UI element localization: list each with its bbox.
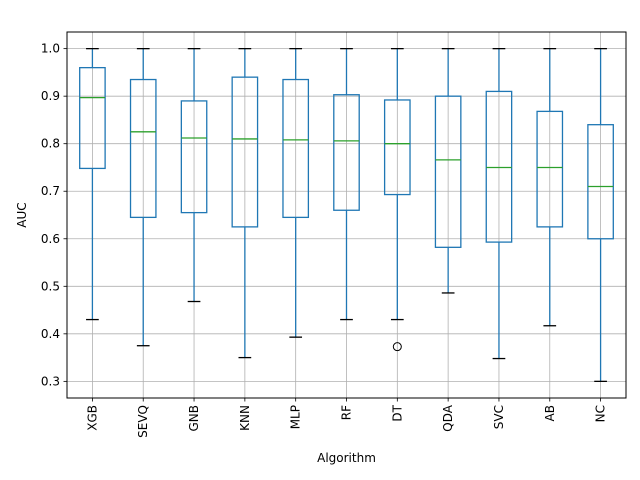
x-tick-label: MLP [289, 405, 303, 429]
iqr-box [231, 76, 259, 228]
box-mlp [282, 47, 310, 338]
x-tick-label: SEVQ [136, 405, 150, 438]
y-axis: 0.3 0.4 0.5 0.6 0.7 0.8 0.9 1.0 [41, 42, 67, 388]
box-knn [231, 47, 259, 359]
y-tick-label: 0.7 [41, 184, 60, 198]
box-xgb [79, 47, 106, 321]
x-tick-label: AB [543, 405, 557, 421]
y-tick-label: 0.3 [41, 374, 60, 388]
x-axis-label: Algorithm [317, 451, 376, 465]
y-tick-label: 0.9 [41, 89, 60, 103]
y-tick-label: 0.6 [41, 232, 60, 246]
iqr-box [383, 99, 411, 196]
x-axis: XGB SEVQ GNB KNN MLP RF DT QDA SVC AB NC [85, 398, 608, 438]
y-axis-label: AUC [15, 202, 29, 227]
outlier-point [392, 342, 402, 352]
iqr-box [129, 78, 157, 219]
boxes [79, 47, 614, 383]
iqr-box [434, 95, 462, 248]
box-qda [434, 47, 462, 294]
iqr-box [333, 94, 360, 211]
x-tick-label: DT [390, 404, 404, 421]
y-tick-label: 0.5 [41, 279, 60, 293]
box-svc [485, 47, 513, 360]
x-tick-label: QDA [441, 404, 455, 431]
iqr-box [536, 110, 564, 228]
iqr-box [180, 100, 208, 214]
x-tick-label: SVC [492, 405, 506, 429]
iqr-box [282, 78, 310, 219]
box-nc [587, 47, 614, 383]
iqr-box [587, 124, 614, 240]
x-tick-label: GNB [187, 405, 201, 432]
box-sevq [129, 47, 157, 347]
x-tick-label: RF [340, 405, 354, 420]
iqr-box [79, 66, 106, 170]
box-ab [536, 47, 564, 327]
x-tick-label: XGB [85, 405, 99, 431]
y-tick-label: 1.0 [41, 42, 60, 56]
x-tick-label: NC [594, 405, 608, 422]
y-tick-label: 0.4 [41, 327, 60, 341]
x-tick-label: KNN [238, 405, 252, 431]
box-rf [333, 47, 360, 321]
iqr-box [485, 90, 513, 243]
box-gnb [180, 47, 208, 303]
y-tick-label: 0.8 [41, 137, 60, 151]
box-dt [383, 47, 411, 352]
